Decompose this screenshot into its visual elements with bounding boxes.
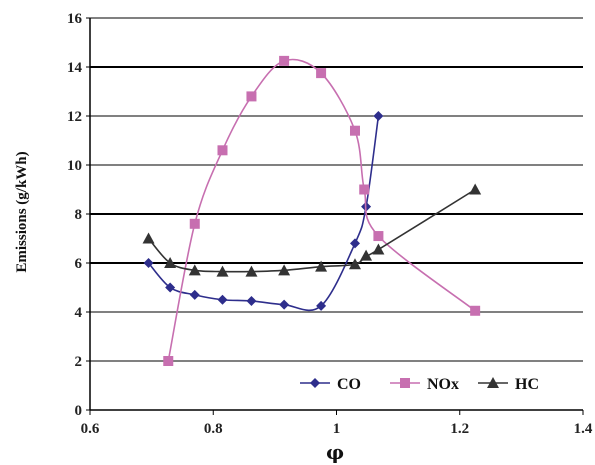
data-point-nox-1	[189, 218, 200, 229]
data-point-hc-0	[142, 232, 155, 244]
data-point-nox-5	[316, 68, 327, 79]
x-tick-label-0.6: 0.6	[81, 421, 100, 437]
legend-label-co: CO	[337, 376, 361, 393]
data-point-co-1	[165, 282, 176, 293]
data-point-hc-5	[278, 264, 291, 276]
legend-marker-hc	[487, 377, 499, 388]
data-point-hc-4	[245, 265, 258, 277]
data-point-nox-7	[359, 184, 370, 195]
x-tick-label-1.4: 1.4	[574, 421, 593, 437]
data-point-co-7	[349, 238, 360, 249]
legend-label-nox: NOx	[427, 376, 459, 393]
data-point-nox-6	[349, 125, 360, 136]
legend-marker-co	[310, 378, 320, 388]
legend-entry-co: CO	[300, 376, 361, 393]
data-point-nox-2	[217, 145, 228, 156]
data-point-hc-10	[469, 183, 482, 195]
data-point-co-9	[373, 111, 384, 121]
data-point-nox-4	[279, 55, 290, 66]
data-point-nox-0	[163, 356, 174, 366]
data-point-hc-6	[315, 260, 328, 272]
x-tick-label-0.8: 0.8	[204, 421, 223, 437]
y-tick-label-16: 16	[67, 11, 83, 27]
series-nox	[163, 55, 481, 366]
y-axis-label: Emissions (g/kWh)	[14, 151, 30, 272]
series-hc	[142, 183, 482, 277]
legend-label-hc: HC	[515, 376, 539, 393]
x-tick-label-1: 1	[333, 421, 341, 437]
x-axis-ticks: 0.6 0.8 1 1.2 1.4	[81, 410, 593, 437]
series-layer	[142, 55, 482, 366]
y-tick-label-12: 12	[67, 109, 82, 125]
series-line-nox	[167, 58, 476, 362]
y-tick-label-2: 2	[75, 354, 83, 370]
data-point-co-2	[189, 289, 200, 300]
data-point-co-6	[316, 300, 327, 311]
y-tick-label-4: 4	[75, 305, 83, 321]
data-point-nox-3	[246, 91, 257, 102]
data-point-hc-8	[360, 249, 373, 261]
x-tick-label-1.2: 1.2	[450, 421, 469, 437]
data-point-co-4	[246, 295, 257, 306]
y-tick-label-14: 14	[67, 60, 83, 76]
series-co	[143, 111, 384, 311]
legend-entry-hc: HC	[478, 376, 539, 393]
x-axis-label: φ	[326, 440, 344, 464]
data-point-nox-8	[373, 231, 384, 242]
y-axis-ticks: 0 2 4 6 8 10 12 14 16	[67, 11, 90, 419]
y-tick-label-6: 6	[75, 256, 83, 272]
legend-entry-nox: NOx	[390, 376, 459, 393]
series-line-co	[147, 115, 380, 311]
data-point-co-5	[279, 299, 290, 310]
y-tick-label-0: 0	[75, 403, 83, 419]
data-point-co-3	[217, 294, 228, 305]
data-point-hc-9	[372, 243, 385, 255]
data-point-hc-1	[164, 257, 177, 268]
data-point-hc-2	[188, 264, 201, 276]
data-point-hc-7	[348, 258, 361, 270]
data-point-nox-9	[470, 305, 481, 316]
y-tick-label-10: 10	[67, 158, 82, 174]
series-line-hc	[147, 188, 476, 273]
gridlines	[90, 17, 583, 362]
y-tick-label-8: 8	[75, 207, 83, 223]
data-point-co-0	[143, 258, 154, 268]
legend: CO NOx HC	[300, 376, 539, 393]
data-point-hc-3	[216, 265, 229, 277]
legend-marker-nox	[400, 378, 410, 388]
